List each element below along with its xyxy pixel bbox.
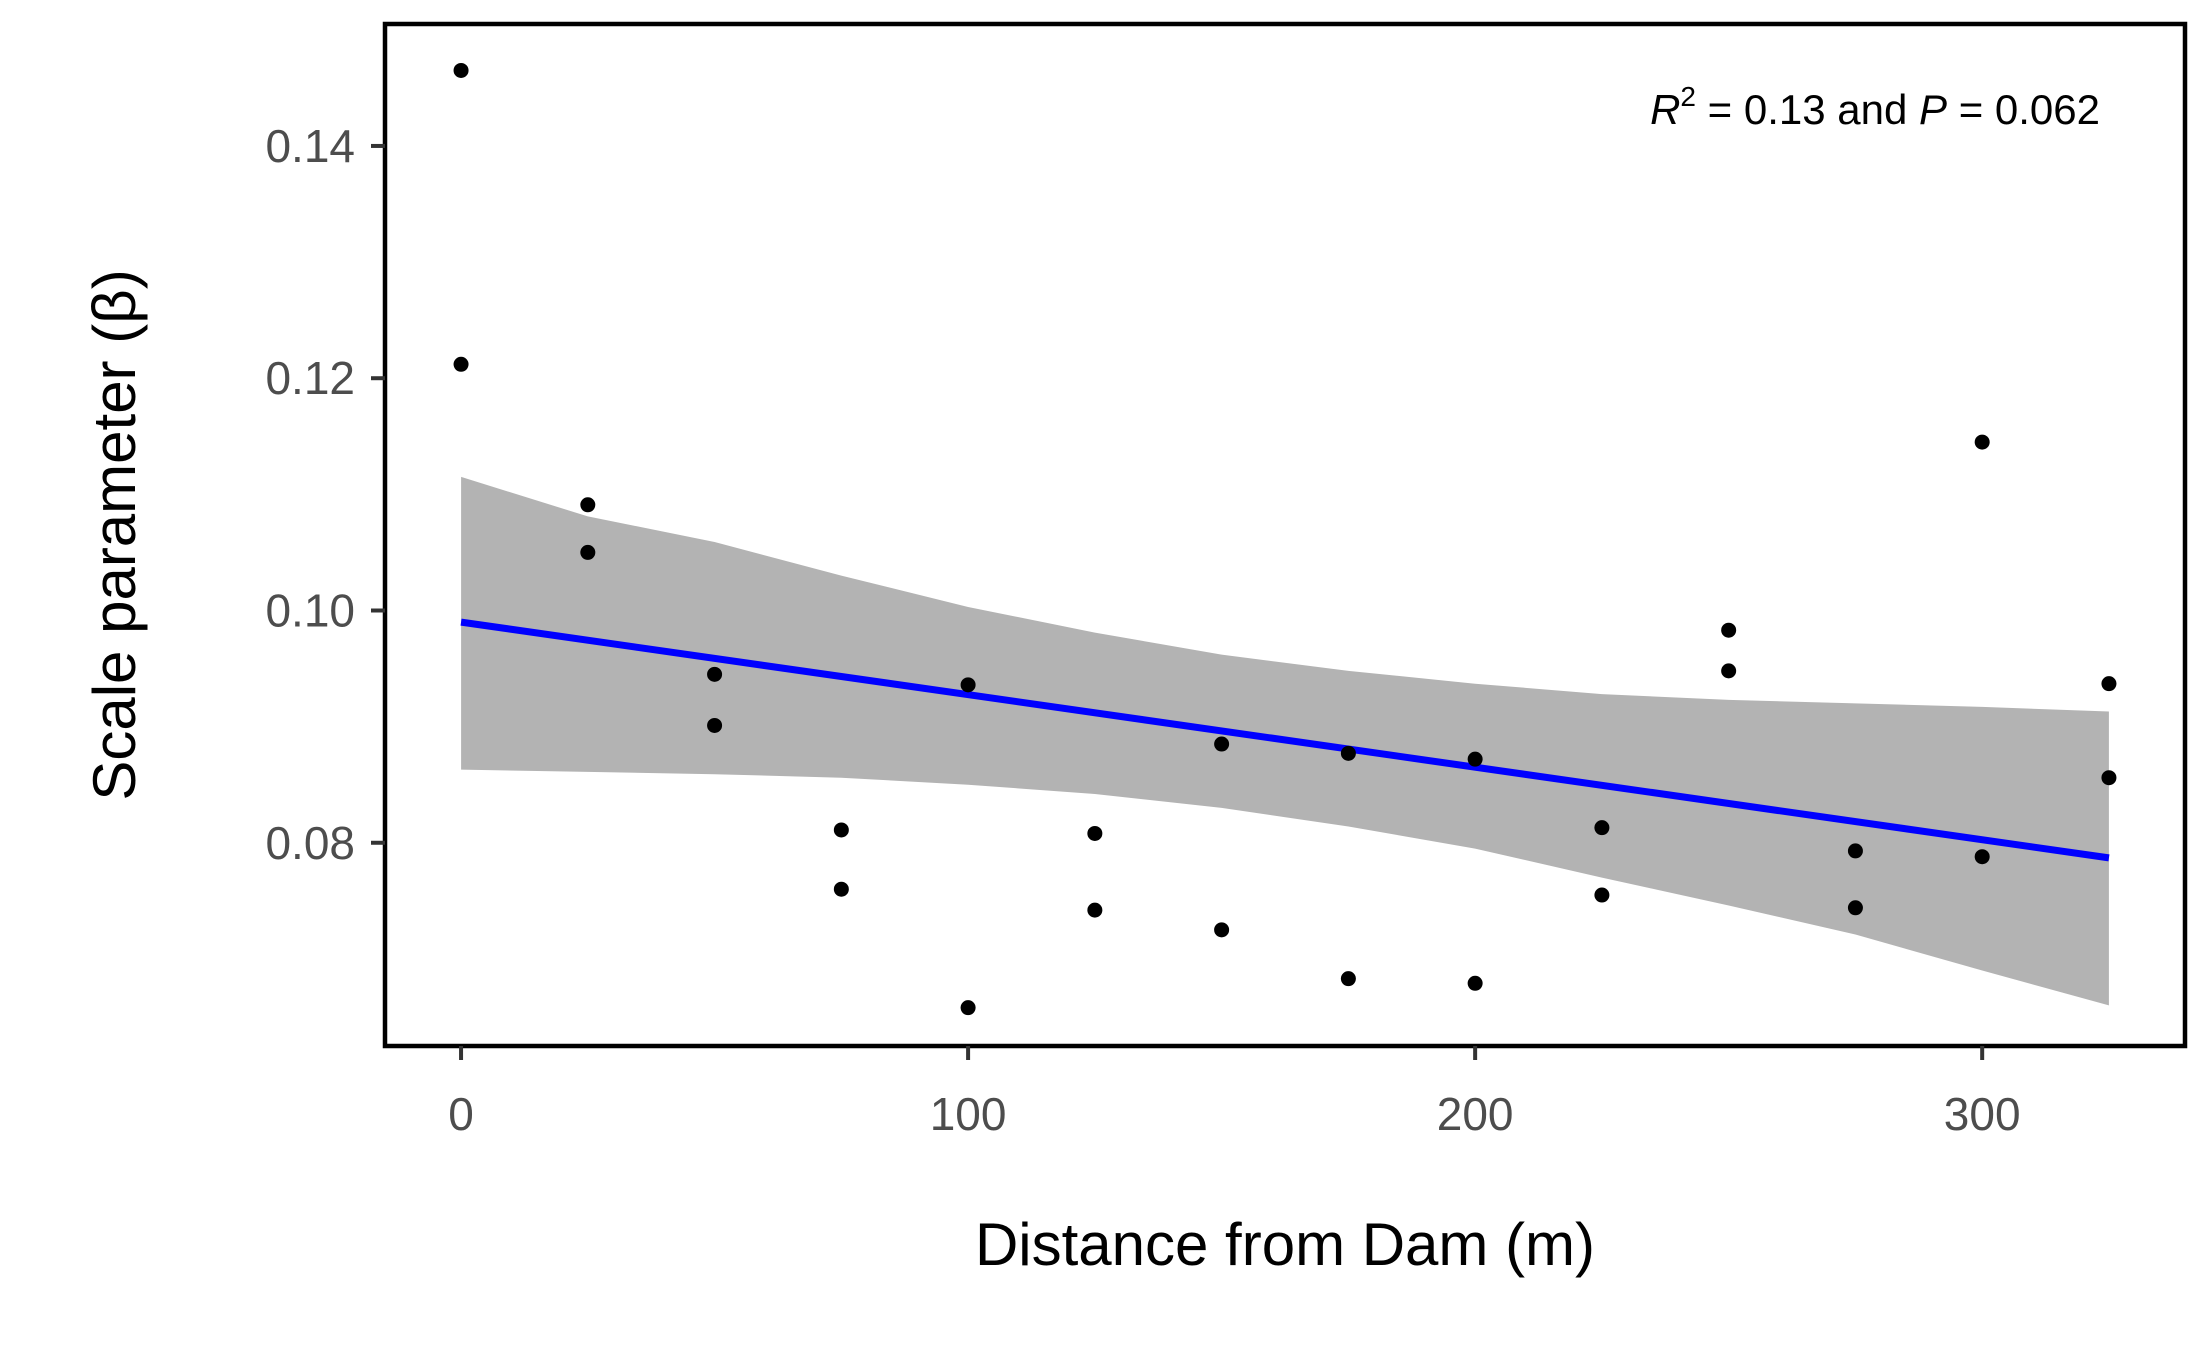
- data-point: [2101, 676, 2117, 692]
- y-tick-label: 0.14: [265, 120, 355, 172]
- x-tick-label: 0: [448, 1088, 474, 1140]
- x-tick-label: 300: [1944, 1088, 2021, 1140]
- r-symbol: R: [1650, 86, 1680, 133]
- data-points-layer: [453, 62, 2117, 1016]
- data-point: [1087, 902, 1103, 918]
- fit-statistics-annotation: R2 = 0.13 and P = 0.062: [1650, 81, 2100, 133]
- data-point: [453, 62, 469, 78]
- x-axis-ticks: 0 100 200 300: [448, 1046, 2021, 1140]
- data-point: [1467, 975, 1483, 991]
- data-point: [580, 544, 596, 560]
- data-point: [1087, 825, 1103, 841]
- p-value: = 0.062: [1947, 86, 2100, 133]
- data-point: [1340, 745, 1356, 761]
- data-point: [580, 497, 596, 513]
- y-tick-label: 0.08: [265, 817, 355, 869]
- data-point: [1214, 736, 1230, 752]
- data-point: [1847, 843, 1863, 859]
- data-point: [1847, 900, 1863, 916]
- r-exponent: 2: [1680, 81, 1696, 112]
- y-axis-ticks: 0.08 0.10 0.12 0.14: [265, 120, 385, 869]
- data-point: [2101, 770, 2117, 786]
- p-symbol: P: [1919, 86, 1947, 133]
- x-tick-label: 200: [1437, 1088, 1514, 1140]
- x-axis-title: Distance from Dam (m): [975, 1211, 1595, 1278]
- fit-line-layer: [460, 618, 2110, 862]
- x-tick-label: 100: [930, 1088, 1007, 1140]
- data-point: [1467, 751, 1483, 767]
- data-point: [960, 677, 976, 693]
- plot-panel-border: [382, 21, 2188, 1049]
- data-point: [707, 666, 723, 682]
- data-point: [1721, 622, 1737, 638]
- data-point: [453, 356, 469, 372]
- data-point: [1721, 663, 1737, 679]
- data-point: [1594, 887, 1610, 903]
- y-tick-label: 0.10: [265, 584, 355, 636]
- regression-line: [460, 618, 2110, 862]
- y-axis-title: Scale parameter (β): [81, 269, 148, 800]
- data-point: [1974, 849, 1990, 865]
- data-point: [1214, 922, 1230, 938]
- data-point: [1594, 820, 1610, 836]
- data-point: [833, 881, 849, 897]
- data-point: [1974, 434, 1990, 450]
- data-point: [707, 717, 723, 733]
- data-point: [960, 1000, 976, 1016]
- data-point: [833, 822, 849, 838]
- r-value: = 0.13 and: [1696, 86, 1919, 133]
- y-tick-label: 0.12: [265, 352, 355, 404]
- data-point: [1340, 971, 1356, 987]
